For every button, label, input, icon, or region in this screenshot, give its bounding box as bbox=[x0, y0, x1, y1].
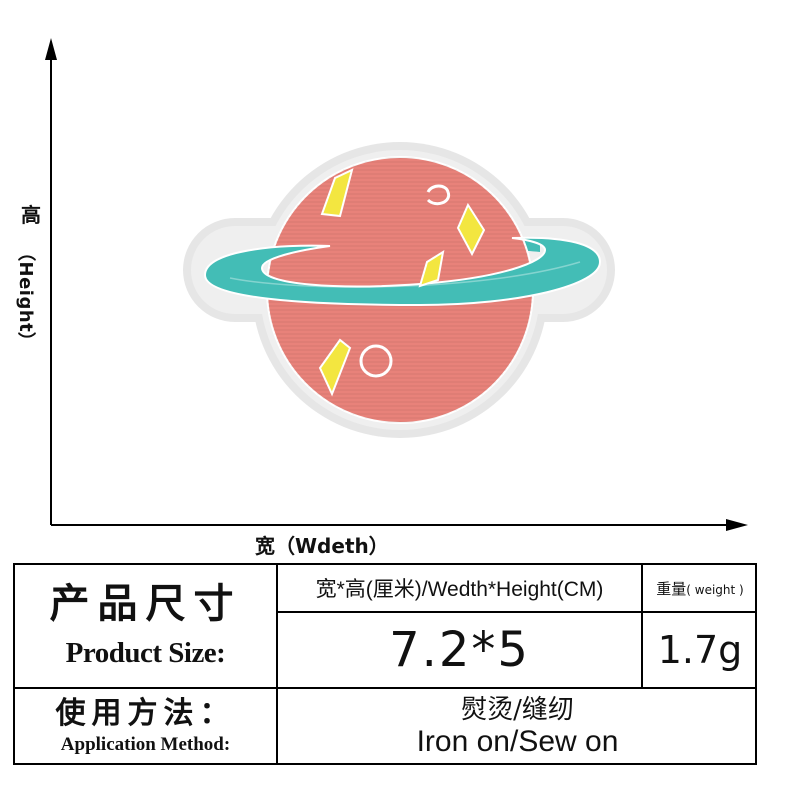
method-zh: 熨烫/缝纫 bbox=[461, 695, 574, 726]
spec-table: 产品尺寸 Product Size: 宽*高(厘米)/Wedth*Height(… bbox=[13, 563, 757, 765]
height-axis-label: 高 （Height） bbox=[15, 203, 46, 351]
product-size-label-en: Product Size: bbox=[65, 636, 226, 669]
application-label-en: Application Method: bbox=[60, 734, 231, 756]
application-label-zh: 使用方法： bbox=[55, 696, 236, 732]
weight-value: 1.7g bbox=[643, 613, 757, 687]
crater-outlines bbox=[359, 184, 451, 378]
weight-value-text: 1.7g bbox=[657, 628, 743, 672]
yellow-sparkles bbox=[318, 168, 486, 397]
height-axis bbox=[45, 38, 57, 525]
method-en: Iron on/Sew on bbox=[416, 724, 619, 758]
height-label-zh: 高 bbox=[21, 203, 41, 227]
weight-header-zh: 重量 bbox=[656, 579, 687, 598]
application-method-label: 使用方法： Application Method: bbox=[15, 689, 276, 765]
weight-header-en: ( weight ) bbox=[686, 582, 744, 597]
product-size-label-zh: 产品尺寸 bbox=[49, 579, 242, 627]
product-figure bbox=[45, 38, 748, 531]
dimensions-value: 7.2*5 bbox=[278, 613, 641, 687]
application-method-value: 熨烫/缝纫 Iron on/Sew on bbox=[278, 689, 757, 765]
weight-header: 重量( weight ) bbox=[643, 565, 757, 611]
dimensions-header-text: 宽*高(厘米)/Wedth*Height(CM) bbox=[315, 578, 604, 601]
product-size-label: 产品尺寸 Product Size: bbox=[15, 565, 276, 687]
width-axis bbox=[51, 519, 748, 531]
dimensions-header: 宽*高(厘米)/Wedth*Height(CM) bbox=[278, 565, 641, 611]
planet-patch bbox=[183, 142, 615, 438]
height-label-en: （Height） bbox=[15, 243, 36, 351]
dimensions-value-text: 7.2*5 bbox=[389, 622, 530, 678]
width-axis-label: 宽（Wdeth） bbox=[255, 534, 389, 558]
ring-front bbox=[203, 236, 602, 307]
